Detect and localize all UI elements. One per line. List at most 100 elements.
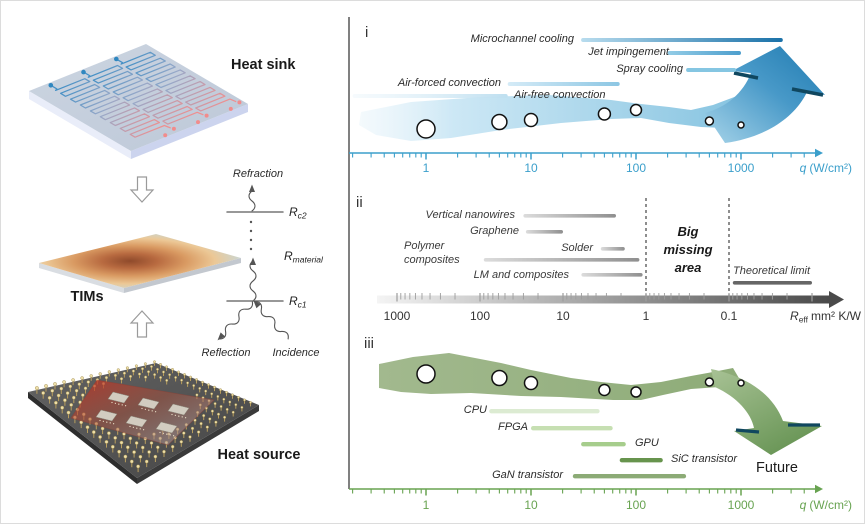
pin-head — [225, 407, 229, 411]
micro-pin — [136, 427, 138, 429]
pin-head — [63, 398, 67, 403]
pin-head — [188, 435, 192, 439]
axis-label-base: q — [800, 161, 807, 175]
rc1-label: Rc1 — [289, 294, 307, 310]
pin-head — [141, 367, 144, 371]
pin-head — [174, 376, 178, 379]
bma-line2: missing — [663, 242, 712, 257]
x-tick-label: 0.1 — [721, 309, 738, 323]
series-label: CPU — [464, 404, 487, 416]
pin-head — [199, 422, 203, 426]
rmaterial-base: R — [284, 249, 293, 263]
polymer-line1: Polymer — [404, 240, 446, 252]
pin-head — [207, 383, 210, 387]
x-tick-label: 1 — [423, 498, 430, 512]
pin-head — [54, 400, 58, 405]
bubble — [737, 121, 745, 129]
pin-head — [192, 384, 196, 388]
pin-head — [56, 393, 61, 398]
pin-head — [156, 445, 160, 450]
pin-head — [77, 382, 82, 386]
micro-pin — [109, 422, 111, 424]
refraction-arrowhead-icon — [249, 184, 255, 192]
pin-head — [138, 454, 143, 459]
series-label: Solder — [561, 242, 594, 254]
die-component — [155, 421, 178, 434]
transmitted-wave — [249, 260, 257, 302]
panel-i-label: i — [365, 24, 368, 41]
pin-head — [153, 454, 158, 459]
range-bar — [525, 230, 563, 234]
axis-label-sub: eff — [799, 315, 809, 325]
pin-head — [86, 380, 90, 384]
pin-head — [153, 360, 156, 364]
die-component — [95, 409, 118, 422]
series-label: Graphene — [470, 225, 519, 237]
outlet-port — [163, 133, 168, 138]
range-bar — [489, 409, 600, 414]
pin-head — [149, 441, 154, 445]
series-label: Air-forced convection — [397, 77, 501, 89]
material-dotted-line — [249, 220, 253, 251]
rc2-label: Rc2 — [289, 205, 307, 221]
outlet-port — [228, 106, 233, 111]
outlet-port — [196, 120, 200, 125]
die-component — [125, 415, 148, 428]
micro-pin — [173, 435, 175, 437]
range-bar — [581, 273, 643, 277]
bubble — [416, 364, 436, 384]
tim-side-right — [124, 258, 241, 293]
micro-pin — [144, 408, 146, 410]
pin-head — [171, 368, 174, 371]
pin-head — [159, 363, 162, 366]
bubble — [523, 112, 539, 128]
panel-iii-axis-arrowhead-icon — [815, 484, 823, 494]
pin-head — [81, 393, 85, 397]
pin-head — [136, 464, 140, 469]
pin-head — [138, 372, 141, 376]
pin-head — [53, 382, 57, 386]
inlet-port — [114, 56, 119, 62]
pin-head — [41, 391, 46, 395]
pin-head — [44, 384, 48, 388]
pin-head — [128, 436, 133, 441]
pin-head — [123, 454, 128, 459]
heat-sink-side-left — [29, 91, 131, 159]
pin-head — [65, 391, 70, 395]
micro-pin — [106, 421, 108, 423]
axis-label-rest: (W/cm²) — [809, 498, 852, 512]
pin-head — [50, 388, 55, 393]
pin-head — [210, 409, 214, 413]
pin-head — [190, 426, 195, 431]
pin-head — [165, 378, 169, 382]
chip-die-overlay — [70, 379, 215, 446]
panel-iii-bubbles — [416, 364, 745, 398]
heat-sink-plate — [29, 44, 248, 151]
micro-pin — [169, 434, 171, 436]
pin-head — [80, 376, 84, 380]
bubble — [598, 383, 611, 397]
serpentine-channel — [117, 51, 237, 112]
micro-pin — [113, 423, 115, 425]
pin-head — [208, 417, 212, 421]
incidence-label: Incidence — [272, 347, 319, 359]
pin-head — [125, 445, 130, 450]
pin-head — [249, 401, 252, 404]
pin-head — [150, 365, 153, 369]
heat-source-label: Heat source — [217, 447, 300, 463]
panel-ii-axis-arrowhead-icon — [829, 291, 844, 308]
pin-head — [125, 366, 129, 370]
pin-head — [122, 371, 126, 375]
pin-head — [193, 418, 197, 422]
tim-side-left — [39, 263, 124, 293]
pin-head — [153, 373, 157, 377]
pin-head — [162, 449, 166, 454]
future-trend-arrow — [711, 369, 822, 455]
panel-ii-axis-ticks — [396, 293, 813, 302]
bubble — [416, 119, 436, 139]
rc2-sub: c2 — [298, 211, 307, 221]
pin-head — [144, 375, 148, 379]
pin-head — [74, 388, 79, 393]
micro-pin — [181, 416, 183, 418]
pin-head — [129, 459, 134, 464]
